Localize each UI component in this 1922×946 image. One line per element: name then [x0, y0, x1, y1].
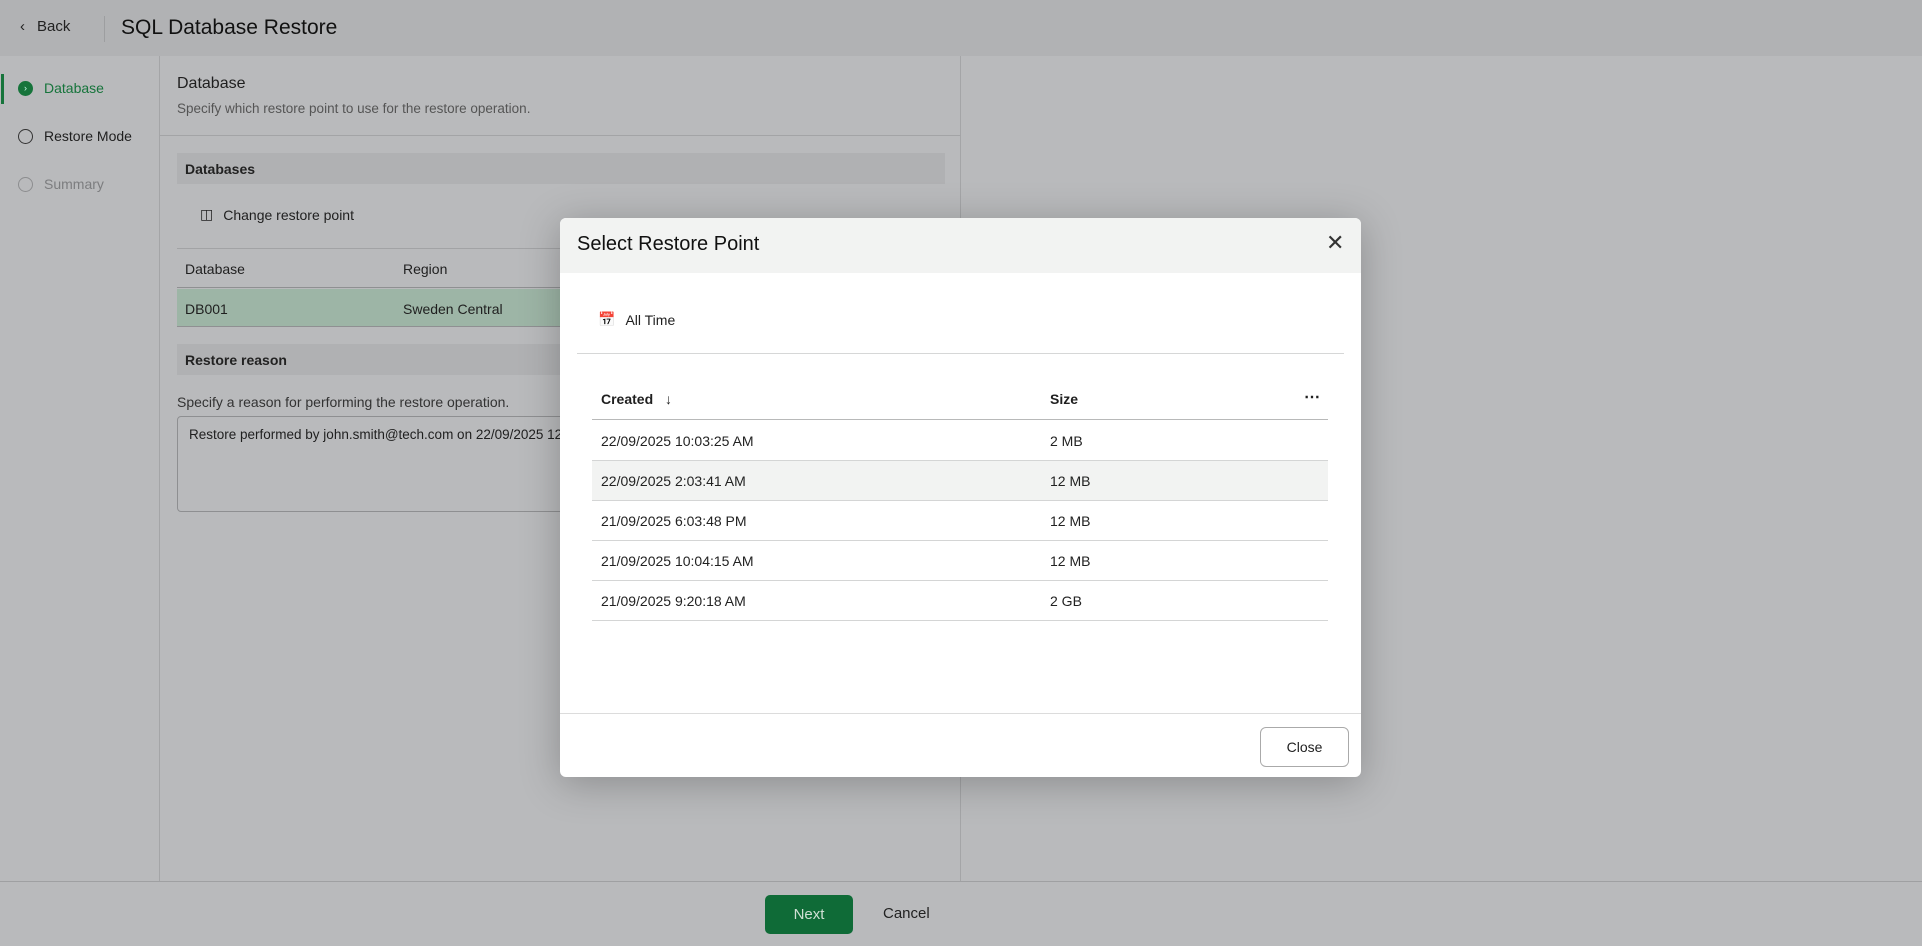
close-button[interactable]: Close — [1260, 727, 1349, 767]
more-options-icon[interactable]: ⋯ — [1304, 389, 1320, 406]
step-label: Database — [44, 80, 104, 96]
column-label: Created — [601, 391, 654, 407]
step-label: Restore Mode — [44, 128, 132, 144]
select-restore-point-dialog: Select Restore Point ✕ 📅 All Time Created… — [560, 218, 1361, 777]
divider — [160, 135, 961, 136]
restore-points-header: Created ↓ Size ⋯ — [592, 367, 1328, 420]
cancel-button[interactable]: Cancel — [883, 905, 930, 922]
cell-size: 12 MB — [1050, 513, 1091, 529]
cell-created: 21/09/2025 6:03:48 PM — [601, 513, 747, 529]
back-label: Back — [37, 18, 71, 35]
section-subtitle: Specify which restore point to use for t… — [177, 101, 531, 116]
next-button[interactable]: Next — [765, 895, 853, 934]
filter-label: All Time — [625, 311, 676, 328]
restore-point-row[interactable]: 21/09/2025 6:03:48 PM 12 MB — [592, 501, 1328, 541]
section-title: Database — [177, 75, 246, 92]
time-filter-button[interactable]: 📅 All Time — [598, 311, 675, 328]
column-header-created[interactable]: Created ↓ — [601, 391, 672, 407]
dialog-header — [560, 218, 1361, 273]
cell-size: 2 GB — [1050, 593, 1082, 609]
column-header: Region — [403, 261, 448, 277]
dialog-title: Select Restore Point — [577, 233, 760, 255]
step-label: Summary — [44, 176, 104, 192]
restore-point-row[interactable]: 21/09/2025 9:20:18 AM 2 GB — [592, 581, 1328, 621]
divider — [577, 353, 1344, 354]
databases-section-header: Databases — [177, 153, 945, 184]
cell-database: DB001 — [185, 301, 228, 317]
circle-icon — [18, 176, 33, 192]
divider — [104, 16, 105, 42]
cell-region: Sweden Central — [403, 301, 503, 317]
cell-created: 21/09/2025 9:20:18 AM — [601, 593, 746, 609]
step-summary: Summary — [18, 176, 104, 192]
divider — [560, 713, 1361, 714]
cell-size: 12 MB — [1050, 553, 1091, 569]
table-header: Database Region — [177, 248, 597, 288]
step-restore-mode[interactable]: Restore Mode — [18, 128, 132, 144]
reason-label: Specify a reason for performing the rest… — [177, 394, 510, 410]
arrow-down-icon: ↓ — [665, 391, 673, 407]
change-restore-point-button[interactable]: ◫ Change restore point — [200, 206, 354, 223]
footer-bar — [0, 881, 1922, 946]
circle-icon — [18, 128, 33, 144]
column-header-size[interactable]: Size — [1050, 391, 1079, 407]
cell-size: 12 MB — [1050, 473, 1091, 489]
step-database[interactable]: › Database — [18, 80, 104, 96]
page-title: SQL Database Restore — [121, 16, 338, 39]
chevron-left-icon: ‹ — [20, 18, 25, 35]
database-settings-icon: ◫ — [200, 206, 214, 222]
cell-created: 22/09/2025 10:03:25 AM — [601, 433, 754, 449]
cell-created: 21/09/2025 10:04:15 AM — [601, 553, 754, 569]
close-icon[interactable]: ✕ — [1326, 230, 1345, 255]
calendar-icon: 📅 — [598, 311, 616, 327]
cell-created: 22/09/2025 2:03:41 AM — [601, 473, 746, 489]
restore-point-row[interactable]: 21/09/2025 10:04:15 AM 12 MB — [592, 541, 1328, 581]
back-button[interactable]: ‹ Back — [20, 18, 70, 35]
chevron-right-icon: › — [18, 80, 33, 96]
button-label: Change restore point — [223, 206, 354, 223]
restore-point-row[interactable]: 22/09/2025 10:03:25 AM 2 MB — [592, 421, 1328, 461]
active-step-indicator — [1, 74, 4, 104]
column-header: Database — [185, 261, 245, 277]
top-bar — [0, 0, 1922, 56]
restore-point-row[interactable]: 22/09/2025 2:03:41 AM 12 MB — [592, 461, 1328, 501]
table-row[interactable]: DB001 Sweden Central — [177, 289, 597, 327]
reason-textarea[interactable]: Restore performed by john.smith@tech.com… — [177, 416, 597, 512]
wizard-steps: › Database Restore Mode Summary — [0, 56, 160, 881]
cell-size: 2 MB — [1050, 433, 1083, 449]
